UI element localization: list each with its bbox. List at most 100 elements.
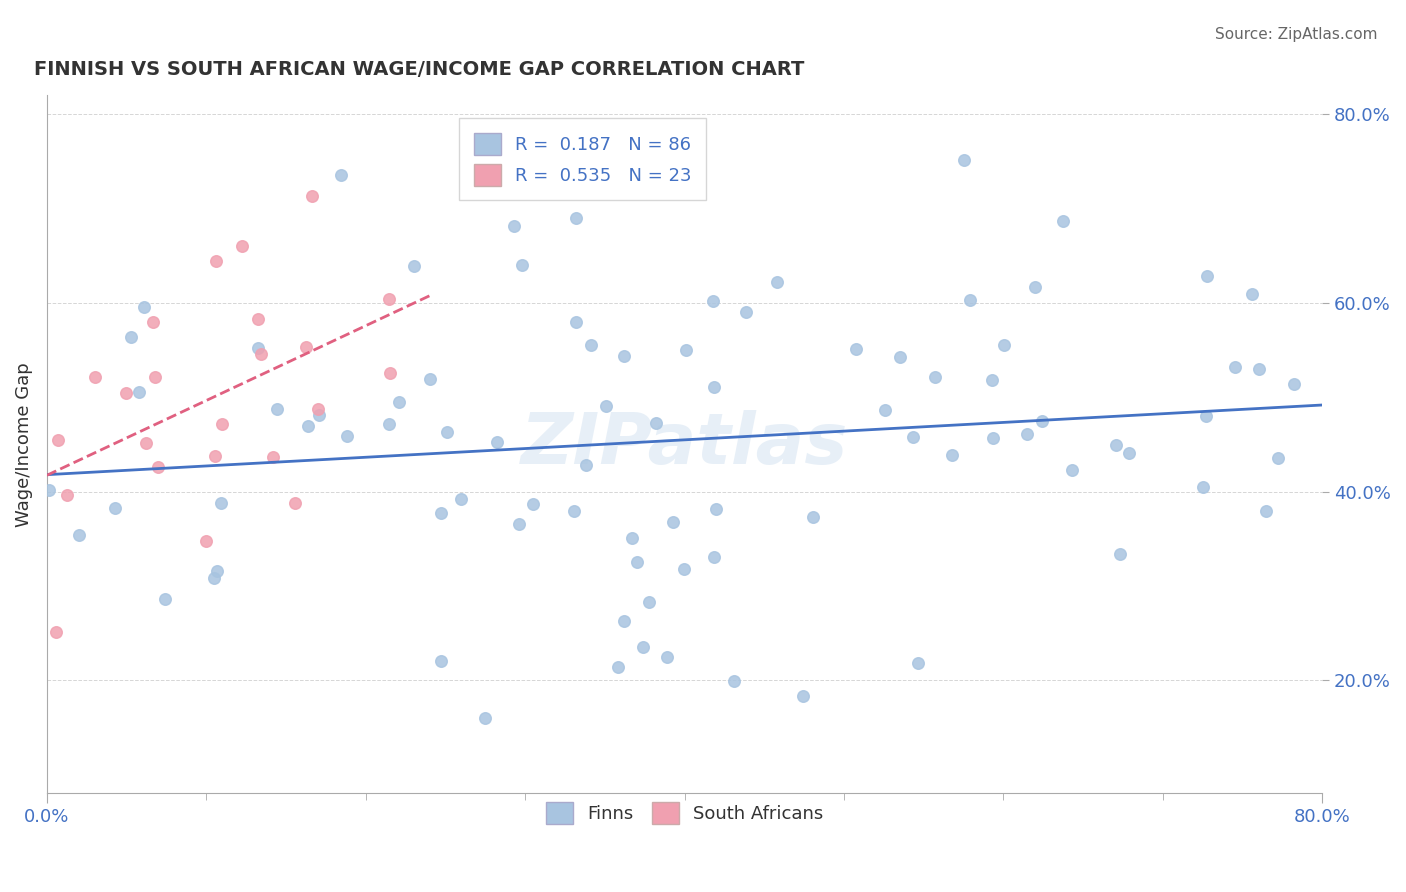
Point [1254, 503, 1277, 517]
Point [621, 532, 644, 546]
Point [1017, 426, 1039, 441]
Point [202, 571, 225, 585]
Point [307, 402, 329, 417]
Point [308, 409, 330, 423]
Point [120, 330, 142, 344]
Point [329, 168, 352, 182]
Point [204, 449, 226, 463]
Point [723, 674, 745, 689]
Point [294, 341, 316, 355]
Point [565, 211, 588, 225]
Point [1052, 214, 1074, 228]
Point [522, 497, 544, 511]
Point [1241, 286, 1264, 301]
Point [430, 654, 453, 668]
Point [1192, 480, 1215, 494]
Point [792, 689, 814, 703]
Point [429, 506, 451, 520]
Point [655, 650, 678, 665]
Point [128, 385, 150, 400]
Point [766, 275, 789, 289]
Point [1024, 280, 1046, 294]
Point [1031, 414, 1053, 428]
Point [502, 219, 524, 233]
Point [378, 367, 401, 381]
Point [231, 239, 253, 253]
Point [301, 189, 323, 203]
Point [266, 401, 288, 416]
Point [1104, 438, 1126, 452]
Point [246, 311, 269, 326]
Point [702, 293, 724, 308]
Point [46, 433, 69, 447]
Point [675, 343, 697, 357]
Text: Source: ZipAtlas.com: Source: ZipAtlas.com [1215, 27, 1378, 42]
Point [419, 372, 441, 386]
Text: FINNISH VS SOUTH AFRICAN WAGE/INCOME GAP CORRELATION CHART: FINNISH VS SOUTH AFRICAN WAGE/INCOME GAP… [34, 60, 804, 78]
Point [436, 425, 458, 440]
Point [1195, 409, 1218, 424]
Point [565, 315, 588, 329]
Point [633, 640, 655, 655]
Point [703, 550, 725, 565]
Point [474, 711, 496, 725]
Point [45, 625, 67, 640]
Point [613, 614, 636, 628]
Point [924, 370, 946, 384]
Point [704, 502, 727, 516]
Point [673, 562, 696, 576]
Point [993, 338, 1015, 352]
Point [297, 418, 319, 433]
Point [981, 373, 1004, 387]
Y-axis label: Wage/Income Gap: Wage/Income Gap [15, 362, 32, 527]
Point [134, 300, 156, 314]
Point [903, 430, 925, 444]
Point [67, 528, 90, 542]
Point [959, 293, 981, 307]
Point [562, 504, 585, 518]
Point [486, 434, 509, 449]
Point [148, 459, 170, 474]
Text: ZIPatlas: ZIPatlas [520, 410, 848, 479]
Point [115, 386, 138, 401]
Point [404, 259, 426, 273]
Point [1109, 547, 1132, 561]
Point [377, 292, 399, 306]
Point [84, 370, 107, 384]
Point [153, 591, 176, 606]
Point [703, 380, 725, 394]
Point [205, 565, 228, 579]
Point [612, 349, 634, 363]
Point [336, 429, 359, 443]
Point [595, 399, 617, 413]
Point [388, 395, 411, 409]
Point [104, 500, 127, 515]
Point [55, 488, 77, 502]
Point [574, 458, 596, 473]
Point [579, 338, 602, 352]
Point [145, 369, 167, 384]
Point [1284, 376, 1306, 391]
Point [194, 534, 217, 549]
Point [644, 417, 666, 431]
Legend: Finns, South Africans: Finns, South Africans [537, 793, 832, 833]
Point [1223, 359, 1246, 374]
Point [626, 555, 648, 569]
Point [262, 450, 284, 464]
Point [1060, 462, 1083, 476]
Point [284, 495, 307, 509]
Point [735, 305, 758, 319]
Point [607, 659, 630, 673]
Point [889, 350, 911, 364]
Point [1118, 446, 1140, 460]
Point [249, 347, 271, 361]
Point [907, 657, 929, 671]
Point [135, 435, 157, 450]
Point [1267, 450, 1289, 465]
Point [450, 491, 472, 506]
Point [378, 417, 401, 432]
Point [204, 254, 226, 268]
Point [953, 153, 976, 167]
Point [638, 595, 661, 609]
Point [211, 496, 233, 510]
